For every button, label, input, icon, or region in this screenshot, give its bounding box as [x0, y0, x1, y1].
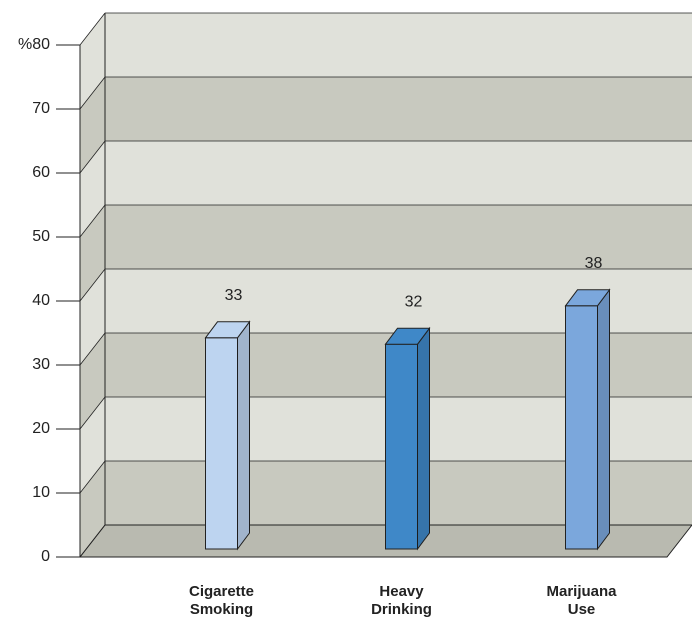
y-tick-label: 60 [32, 164, 50, 181]
bar-side [417, 326, 430, 551]
bar-top [564, 289, 611, 307]
grid-line [79, 396, 106, 430]
bar-front [385, 343, 418, 550]
value-label: 38 [585, 255, 603, 272]
grid-line [79, 12, 106, 46]
grid-line [79, 332, 106, 366]
back-wall-band [105, 77, 692, 141]
back-wall-band [105, 13, 692, 77]
y-tick-label: %80 [18, 36, 50, 53]
x-tick-label: Marijuana Use [546, 583, 617, 618]
y-tick-label: 70 [32, 100, 50, 117]
grid-line [79, 268, 106, 302]
grid-line [79, 524, 106, 558]
y-tick-label: 50 [32, 228, 50, 245]
back-wall-band [105, 205, 692, 269]
grid-line [79, 460, 106, 494]
bar-side [597, 288, 610, 551]
back-wall-band [105, 141, 692, 205]
bar-top [384, 327, 431, 345]
bar-front [565, 305, 598, 550]
y-tick-label: 10 [32, 484, 50, 501]
x-tick-label: Heavy Drinking [371, 583, 432, 618]
y-tick-label: 20 [32, 420, 50, 437]
bar-top [204, 321, 251, 339]
x-tick-label: Cigarette Smoking [188, 583, 255, 618]
y-tick-label: 0 [41, 548, 50, 565]
value-label: 32 [405, 293, 423, 310]
grid-line [79, 204, 106, 238]
grid-line [79, 140, 106, 174]
bar-front [205, 337, 238, 550]
y-tick-label: 40 [32, 292, 50, 309]
grid-line [79, 76, 106, 110]
value-label: 33 [225, 287, 243, 304]
bar-side [237, 320, 250, 551]
y-tick-label: 30 [32, 356, 50, 373]
back-wall-band [105, 269, 692, 333]
